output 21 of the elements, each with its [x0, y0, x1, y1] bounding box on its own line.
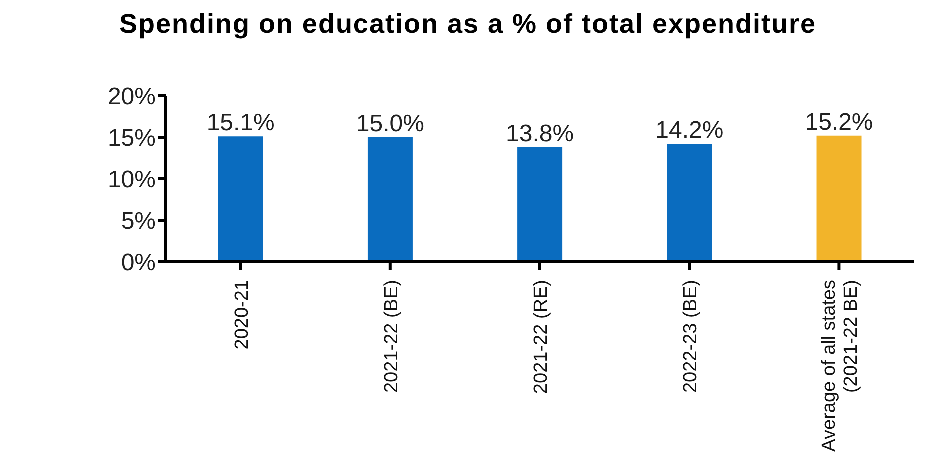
bar — [218, 136, 264, 262]
data-label: 14.2% — [656, 117, 724, 144]
y-tick-label: 5% — [121, 208, 156, 236]
chart-title: Spending on education as a % of total expenditure — [118, 8, 818, 41]
y-tick-label: 0% — [121, 250, 156, 277]
data-label: 15.1% — [206, 110, 275, 137]
x-tick-label: 2022-23 (BE) — [680, 280, 702, 394]
y-tick-label: 10% — [108, 166, 156, 194]
x-tick-label: 2021-22 (RE) — [531, 280, 552, 394]
y-tick-label: 15% — [108, 125, 156, 152]
bar — [816, 136, 862, 262]
x-tick-label: 2021-22 (BE) — [381, 280, 402, 394]
data-label: 13.8% — [506, 120, 574, 148]
data-label: 15.0% — [356, 110, 424, 138]
bar — [368, 138, 413, 262]
y-tick-label: 20% — [108, 84, 156, 111]
x-tick-label: 2020-21 — [232, 280, 253, 350]
bar — [518, 147, 563, 262]
bar — [667, 144, 712, 262]
data-label: 15.2% — [805, 108, 874, 136]
x-tick-label: Average of all states (2021-22 BE) — [819, 280, 862, 452]
